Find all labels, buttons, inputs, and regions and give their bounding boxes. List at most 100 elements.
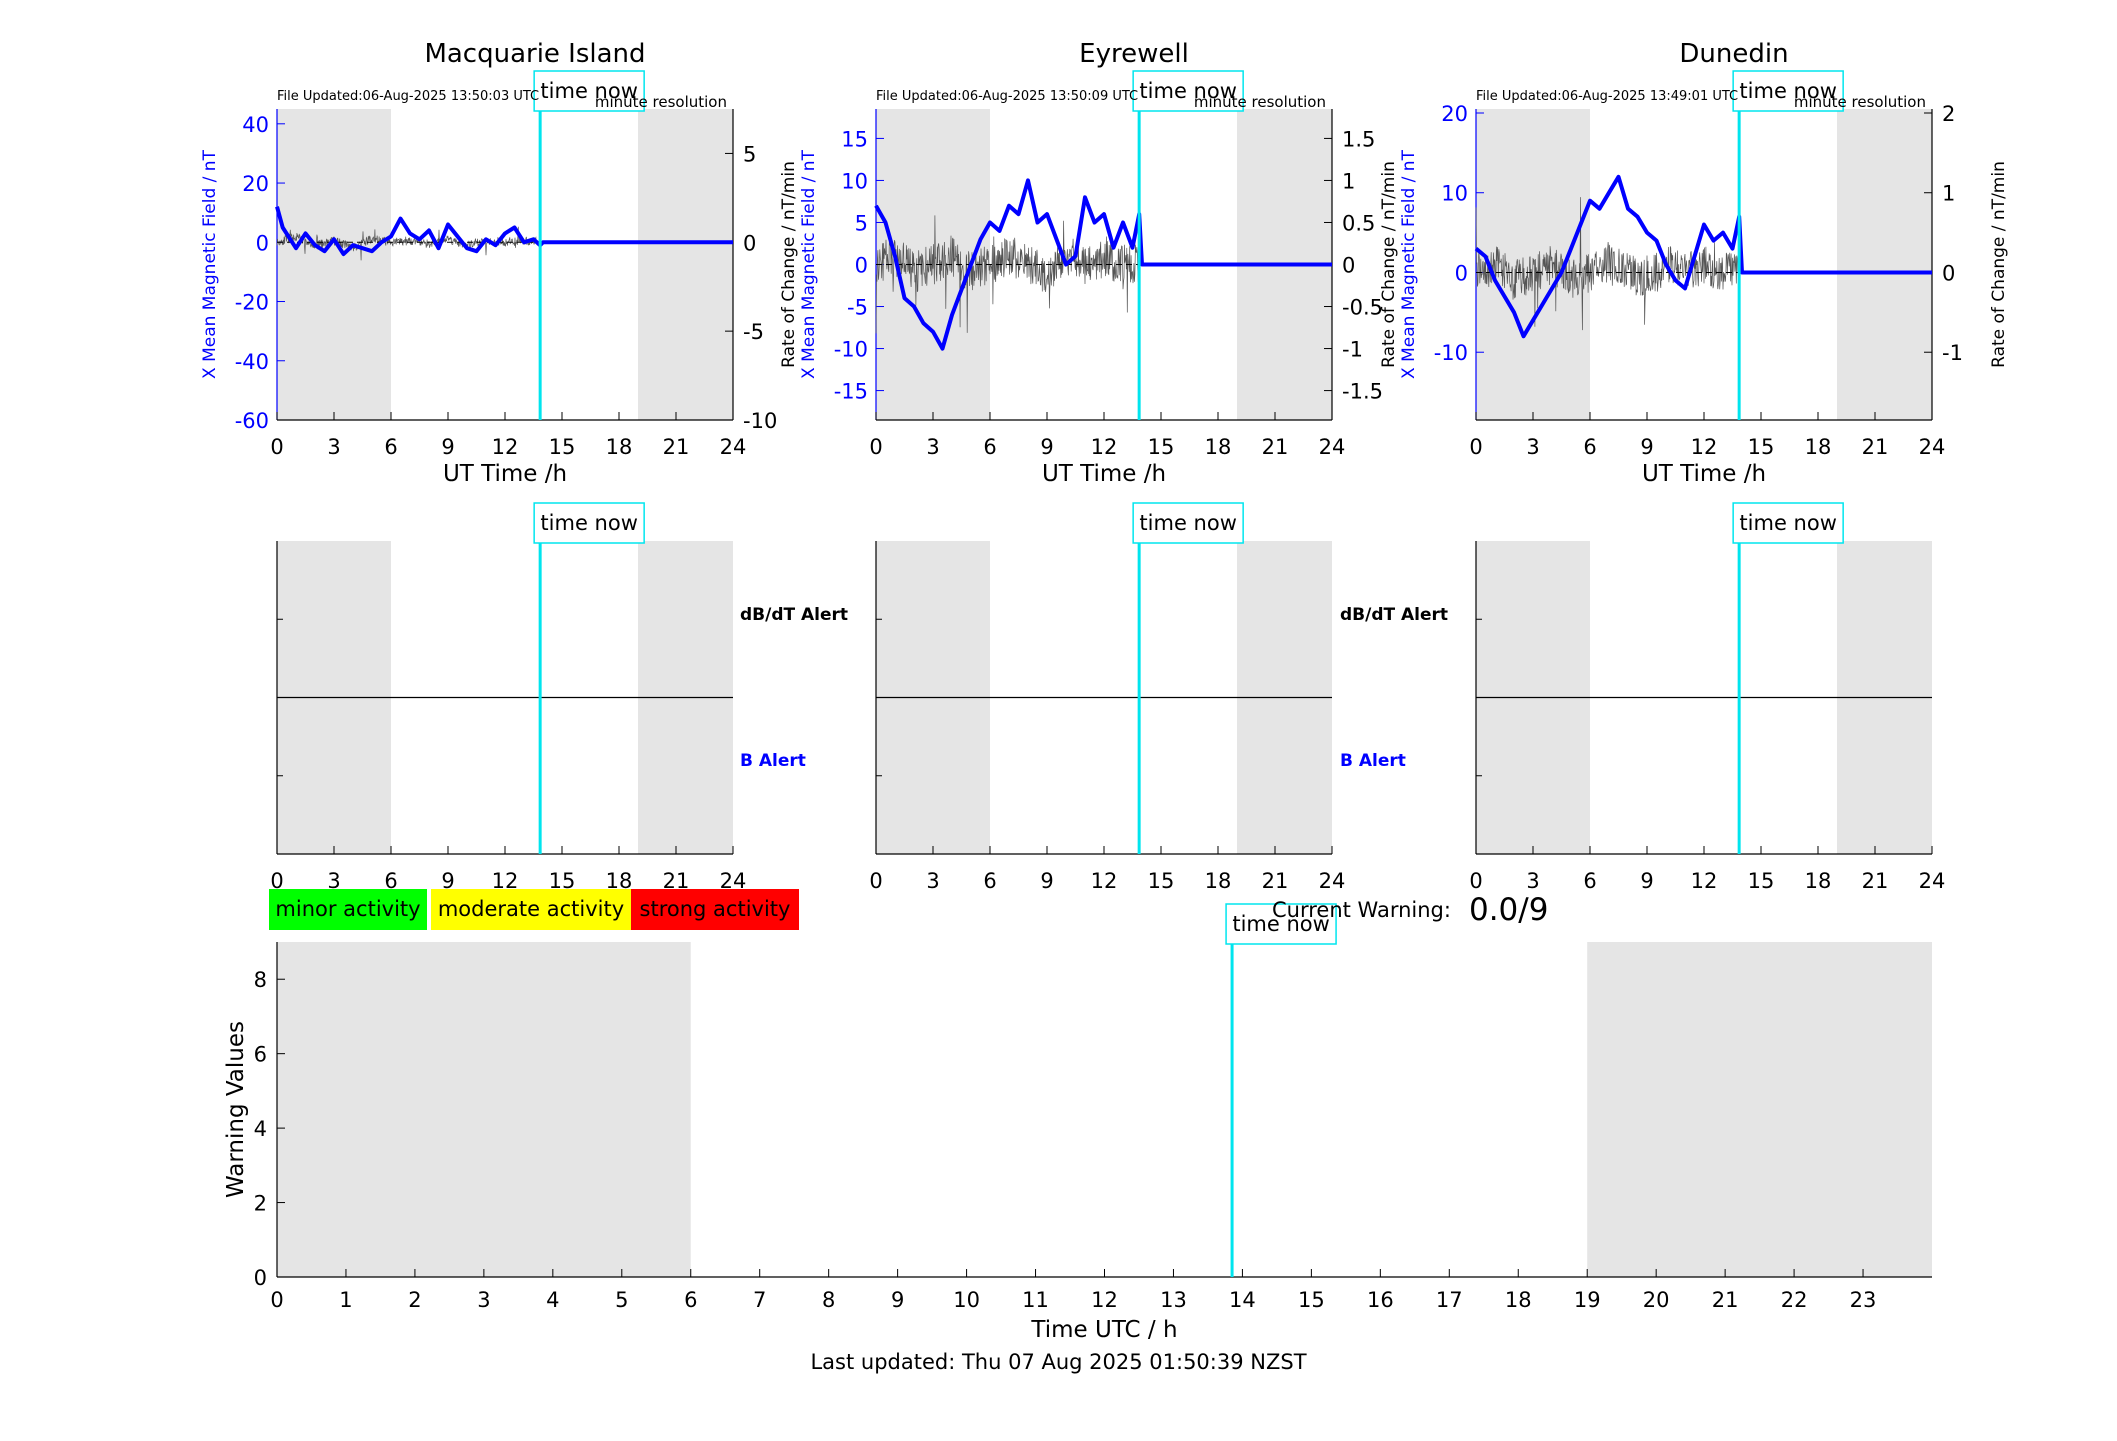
x-tick-label: 3 [327, 435, 340, 459]
time-now-label: time now [1139, 511, 1236, 535]
time-now-label: time now [1739, 79, 1836, 103]
y-tick-label-left: -5 [847, 296, 868, 320]
y-tick-label-left: 0 [1455, 261, 1468, 285]
x-tick-label: 14 [1229, 1288, 1256, 1312]
dbdt-alert-label: dB/dT Alert [740, 605, 848, 625]
y-tick-label-right: 0 [743, 231, 756, 255]
y-tick-label-left: 10 [841, 169, 868, 193]
y-tick-label-right: 5 [743, 142, 756, 166]
x-tick-label: 0 [270, 869, 283, 893]
x-tick-label: 21 [1862, 869, 1889, 893]
x-tick-label: 3 [327, 869, 340, 893]
x-axis-label: UT Time /h [1042, 461, 1166, 487]
legend-minor-activity: minor activity [269, 889, 427, 930]
y-tick-label-right: -1.5 [1342, 380, 1383, 404]
y-axis-label-left: X Mean Magnetic Field / nT [1399, 149, 1419, 379]
x-tick-label: 6 [384, 869, 397, 893]
x-tick-label: 9 [1040, 869, 1053, 893]
x-tick-label: 18 [1205, 869, 1232, 893]
x-tick-label: 17 [1436, 1288, 1463, 1312]
y-tick-label-left: -10 [1434, 341, 1468, 365]
y-axis-label-left: X Mean Magnetic Field / nT [200, 149, 220, 379]
x-tick-label: 5 [615, 1288, 628, 1312]
x-axis-label: Time UTC / h [1030, 1317, 1177, 1343]
x-tick-label: 6 [684, 1288, 697, 1312]
x-tick-label: 4 [546, 1288, 559, 1312]
y-tick-label-left: -15 [834, 380, 868, 404]
x-tick-label: 18 [1205, 435, 1232, 459]
station-title: Eyrewell [1079, 39, 1189, 69]
x-tick-label: 0 [869, 869, 882, 893]
x-tick-label: 9 [441, 869, 454, 893]
y-tick-label-right: -0.5 [1342, 296, 1383, 320]
x-tick-label: 0 [270, 435, 283, 459]
x-tick-label: 15 [549, 435, 576, 459]
y-tick-label: 2 [254, 1192, 267, 1216]
x-tick-label: 0 [270, 1288, 283, 1312]
rate-of-change-trace [875, 215, 1140, 334]
night-band-1 [638, 109, 733, 420]
y-tick-label-right: -1 [1942, 341, 1963, 365]
x-tick-label: 13 [1160, 1288, 1187, 1312]
file-updated: File Updated:06-Aug-2025 13:49:01 UTC [1476, 89, 1738, 104]
x-tick-label: 7 [753, 1288, 766, 1312]
station-title: Macquarie Island [424, 39, 645, 69]
panel-alert-eyrewell: 0 3 6 9 12 15 18 21 24 time now dB/dT Alert B Alert [869, 502, 1448, 893]
resolution-label: minute resolution [1194, 93, 1326, 111]
legend-moderate-activity: moderate activity [431, 889, 631, 930]
station-title: Dunedin [1679, 39, 1788, 69]
x-tick-label: 24 [1319, 435, 1346, 459]
y-tick-label-right: 2 [1942, 102, 1955, 126]
time-now-box [1132, 70, 1244, 112]
y-axis-label-right: Rate of Change / nT/min [1989, 161, 2009, 368]
panel-alert-dunedin: 0 3 6 9 12 15 18 21 24 time now [1469, 502, 1945, 893]
y-tick-label-right: -1 [1342, 338, 1363, 362]
x-tick-label: 18 [1505, 1288, 1532, 1312]
y-tick-label-left: -20 [235, 291, 269, 315]
rate-of-change-trace [1475, 197, 1740, 331]
y-tick-label-right: 0 [1342, 254, 1355, 278]
time-now-label: time now [540, 511, 637, 535]
mean-field-line [275, 206, 733, 257]
x-tick-label: 1 [339, 1288, 352, 1312]
x-tick-label: 18 [1805, 435, 1832, 459]
y-tick-label-left: -60 [235, 409, 269, 433]
x-tick-label: 16 [1367, 1288, 1394, 1312]
y-tick-label-right: -5 [743, 320, 764, 344]
x-tick-label: 21 [663, 435, 690, 459]
y-tick-label: 0 [254, 1266, 267, 1290]
y-tick-label-right: 1.5 [1342, 127, 1375, 151]
x-tick-label: 12 [1691, 435, 1718, 459]
x-tick-label: 3 [1526, 869, 1539, 893]
x-axis-label: UT Time /h [1642, 461, 1766, 487]
y-tick-label-left: 40 [242, 113, 269, 137]
y-tick-label-right: 1 [1942, 182, 1955, 206]
current-warning: Current Warning: 0.0/9 [1272, 888, 1548, 932]
night-band-0 [277, 109, 391, 420]
current-warning-value: 0.0/9 [1468, 892, 1549, 928]
x-tick-label: 3 [1526, 435, 1539, 459]
mean-field-line [874, 178, 1332, 351]
y-tick-label-left: 20 [1441, 102, 1468, 126]
x-tick-label: 15 [1748, 869, 1775, 893]
night-band-1 [1587, 942, 1932, 1277]
dbdt-alert-label: dB/dT Alert [1340, 605, 1448, 625]
time-now-label: time now [1232, 912, 1329, 936]
x-tick-label: 3 [926, 435, 939, 459]
file-updated: File Updated:06-Aug-2025 13:50:03 UTC [277, 89, 539, 104]
y-axis-label: Warning Values [223, 1021, 249, 1198]
panel-macquarie: -60 -40 -20 0 20 40 -10 -5 0 5 0 3 6 9 12 15 18 21 24 time … [200, 39, 777, 487]
y-tick-label: 8 [254, 968, 267, 992]
x-tick-label: 9 [1640, 435, 1653, 459]
x-tick-label: 2 [408, 1288, 421, 1312]
y-tick-label-left: 10 [1441, 182, 1468, 206]
x-tick-label: 18 [606, 435, 633, 459]
night-band-0 [277, 942, 691, 1277]
panel-eyrewell: -15 -10 -5 0 5 10 15 -1.5 -1 -0.5 0 0.5 1 1.5 0 3 6 9 12 15… [779, 39, 1383, 487]
x-tick-label: 9 [441, 435, 454, 459]
time-now-label: time now [1739, 511, 1836, 535]
y-axis-label-right-inner: Rate of Change / nT/min [1379, 161, 1399, 368]
x-tick-label: 15 [1148, 869, 1175, 893]
time-now-box [1132, 502, 1244, 544]
